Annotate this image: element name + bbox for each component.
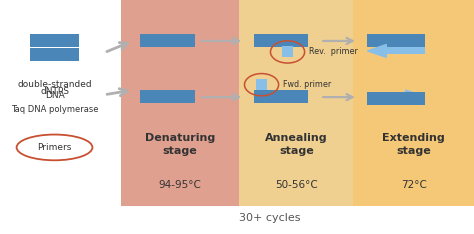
Text: Annealing
stage: Annealing stage [265,133,328,156]
Bar [282,46,293,57]
Text: Denaturing
stage: Denaturing stage [145,133,215,156]
Text: dNTPS: dNTPS [40,87,69,96]
Bar [386,47,425,55]
Text: Taq DNA polymerase: Taq DNA polymerase [11,106,98,114]
Text: double-stranded
DNA: double-stranded DNA [17,80,92,100]
Text: 94-95°C: 94-95°C [159,180,201,190]
Bar [367,93,406,100]
Bar [239,0,353,206]
Bar [367,34,425,47]
Text: 50-56°C: 50-56°C [275,180,318,190]
Text: 30+ cycles: 30+ cycles [239,213,301,223]
Bar [29,34,79,47]
Bar [254,34,309,47]
Text: Primers: Primers [37,143,72,152]
Bar [121,0,239,206]
Polygon shape [367,44,386,57]
Bar [367,92,425,105]
Bar [140,34,194,47]
Bar [353,0,474,206]
Bar [256,79,267,90]
Bar [254,90,309,103]
Text: 72°C: 72°C [401,180,427,190]
Text: Rev.  primer: Rev. primer [309,48,358,56]
Text: Fwd. primer: Fwd. primer [283,80,331,89]
Bar [29,48,79,61]
Polygon shape [406,90,425,103]
Text: Extending
stage: Extending stage [382,133,445,156]
Bar [140,90,194,103]
